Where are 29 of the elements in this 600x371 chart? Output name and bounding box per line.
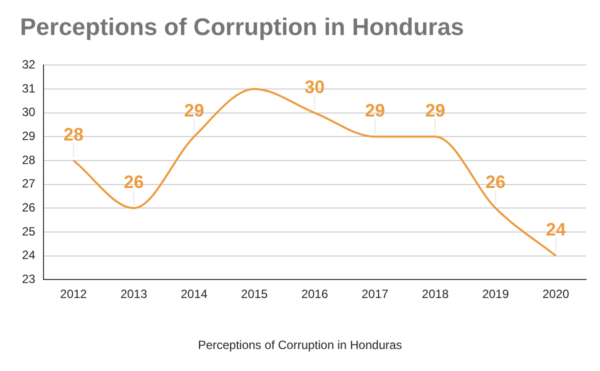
y-tick-label: 30 [22,105,36,120]
data-label: 29 [364,100,385,121]
data-label: 29 [184,100,204,121]
y-tick-label: 31 [22,81,36,96]
data-label: 26 [124,172,144,192]
x-tick-label: 2016 [301,287,328,302]
x-tick-label: 2012 [60,287,88,302]
data-label: 29 [425,100,446,121]
x-tick-label: 2017 [362,287,389,302]
y-tick-label: 24 [22,248,36,262]
y-tick-label: 26 [22,200,36,214]
y-tick-label: 29 [22,128,36,143]
data-label: 26 [486,172,506,192]
x-axis-title: Perceptions of Corruption in Honduras [196,338,404,352]
x-tick-label: 2020 [542,287,570,302]
y-tick-label: 23 [22,272,36,286]
chart-title: Perceptions of Corruption in Honduras [20,14,464,42]
data-label: 30 [304,76,325,97]
y-tick-label: 32 [22,58,36,72]
y-tick-label: 28 [22,152,36,167]
x-tick-label: 2018 [422,287,449,302]
x-tick-label: 2013 [120,287,148,302]
x-tick-label: 2014 [180,287,208,302]
x-tick-label: 2019 [482,287,510,302]
data-label: 28 [63,124,84,144]
x-tick-label: 2015 [241,287,268,302]
data-label: 24 [546,220,566,240]
y-tick-label: 27 [22,176,36,191]
y-tick-label: 25 [22,224,36,238]
